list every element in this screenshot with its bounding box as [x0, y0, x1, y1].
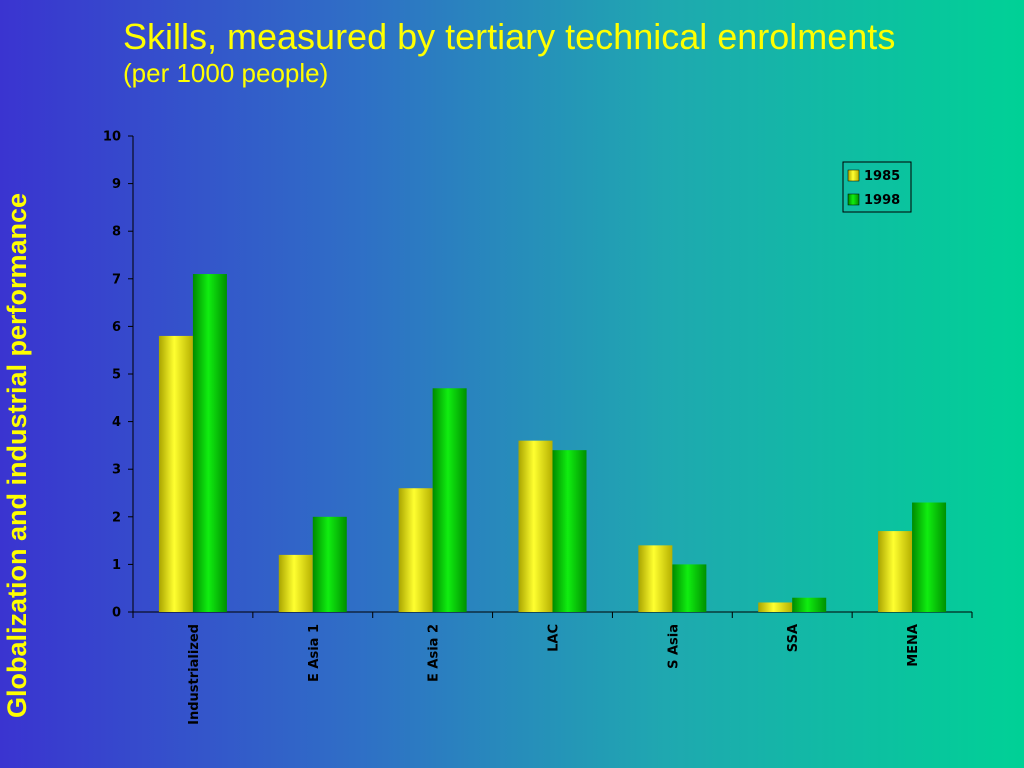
bar-1998-lac [552, 450, 587, 612]
bar-1985-ssa [758, 602, 793, 612]
y-tick-label: 6 [112, 320, 121, 335]
y-tick-label: 9 [112, 177, 121, 192]
y-tick-label: 5 [112, 368, 121, 383]
bar-1998-s-asia [672, 564, 707, 612]
y-tick-label: 2 [112, 510, 121, 525]
bar-1985-e-asia-2 [398, 488, 433, 612]
bar-1985-industrialized [158, 335, 193, 612]
y-tick-label: 1 [112, 558, 121, 573]
bar-1998-e-asia-1 [312, 516, 347, 612]
x-category-label: S Asia [666, 624, 681, 669]
x-category-label: E Asia 1 [307, 624, 322, 682]
chart-legend: 1985 1998 [842, 161, 912, 213]
chart-title: Skills, measured by tertiary technical e… [123, 16, 896, 57]
bar-1985-e-asia-1 [278, 554, 313, 612]
legend-swatch-1985 [847, 169, 860, 182]
legend-label: 1998 [864, 193, 900, 208]
y-tick-label: 4 [112, 415, 121, 430]
y-tick-label: 7 [112, 272, 121, 287]
chart-bars [158, 274, 947, 612]
bar-1998-industrialized [192, 274, 227, 612]
x-category-label: SSA [786, 624, 801, 652]
bar-1985-lac [518, 440, 553, 612]
x-category-label: E Asia 2 [427, 624, 442, 682]
bar-1985-s-asia [638, 545, 673, 612]
bar-1998-mena [912, 502, 947, 612]
y-tick-label: 3 [112, 463, 121, 478]
chart-axes: 0 1 2 3 4 5 6 7 8 9 10 Industrialized E Asia 1 E Asia… [103, 130, 973, 725]
legend-box [842, 161, 912, 213]
chart-subtitle: (per 1000 people) [123, 58, 329, 88]
x-category-label: LAC [547, 624, 562, 652]
y-tick-label: 8 [112, 225, 121, 240]
y-tick-label: 0 [112, 606, 121, 621]
legend-swatch-1998 [847, 193, 860, 206]
bar-1998-ssa [792, 597, 827, 612]
x-category-label: Industrialized [187, 624, 202, 725]
x-category-label: MENA [906, 624, 921, 667]
bar-1998-e-asia-2 [432, 388, 467, 612]
y-tick-label: 10 [103, 130, 121, 145]
legend-label: 1985 [864, 169, 900, 184]
bar-1985-mena [878, 531, 913, 612]
